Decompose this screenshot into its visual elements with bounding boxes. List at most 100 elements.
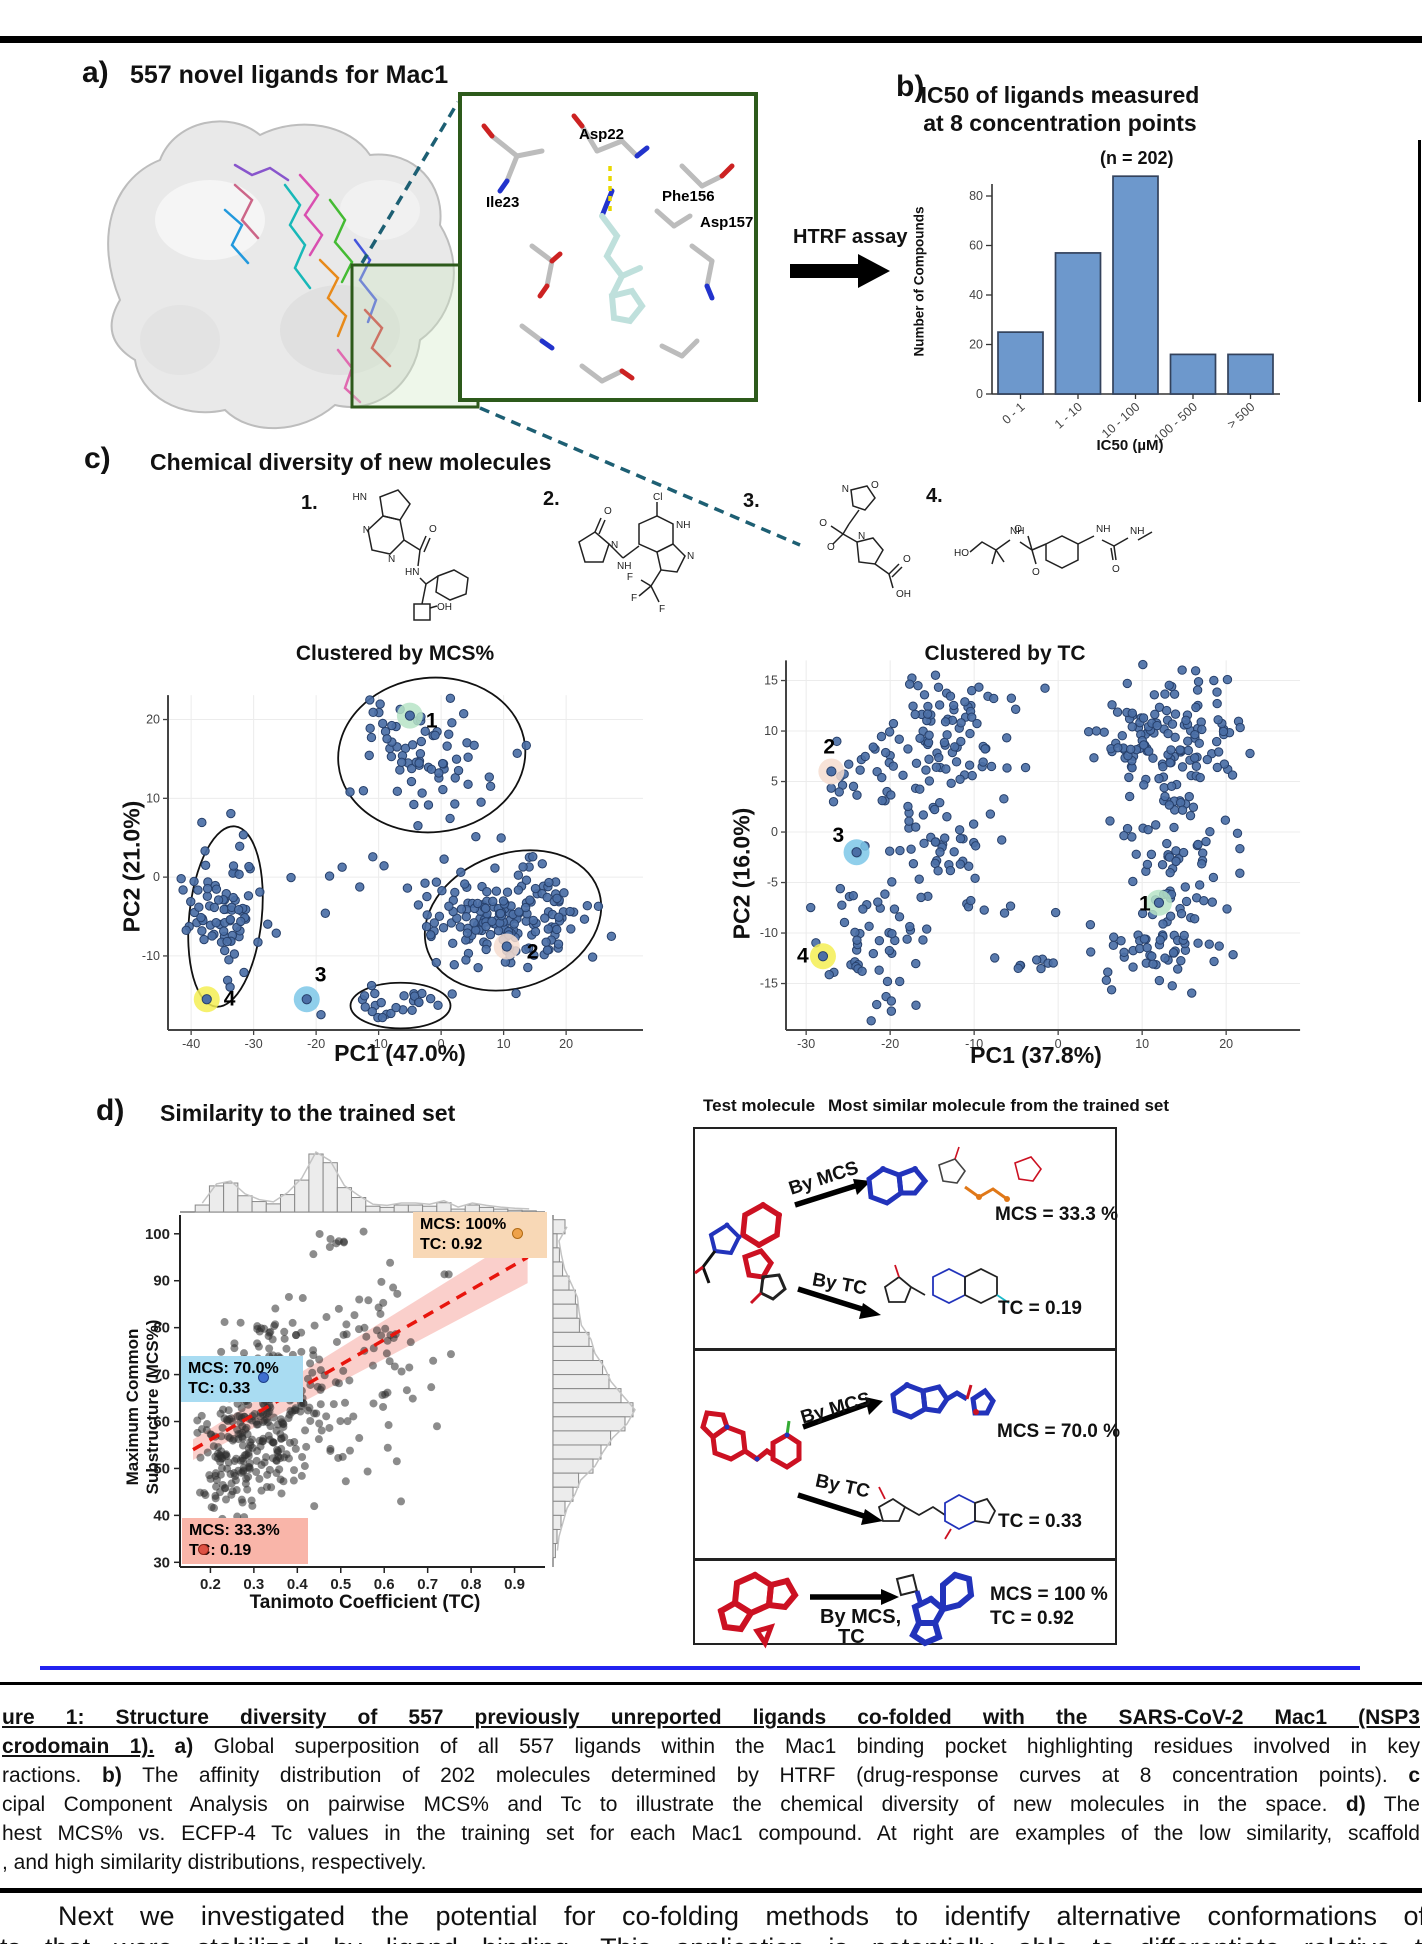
panel-c-title: Chemical diversity of new molecules: [150, 449, 552, 475]
molecule-structure-4: HO NH O O NH O NH: [954, 524, 1153, 578]
atom-label: O: [1032, 567, 1040, 578]
caption-bottom-rule: [0, 1888, 1422, 1893]
highlight-point-blue: [258, 1372, 269, 1383]
svg-text:0.2: 0.2: [200, 1576, 221, 1593]
svg-text:-40: -40: [182, 1037, 200, 1051]
annotation-high-similarity: MCS: 100% TC: 0.92: [413, 1212, 547, 1258]
atom-label: HN: [353, 492, 367, 503]
atom-label: N: [858, 531, 865, 542]
panel-c-label: c): [84, 442, 111, 475]
svg-text:0.6: 0.6: [374, 1576, 395, 1593]
tc-value-row3: TC = 0.92: [990, 1608, 1074, 1629]
atom-label: O: [827, 542, 835, 553]
similar-molecule-2-mcs: [890, 1382, 996, 1420]
svg-text:40: 40: [969, 288, 983, 302]
svg-text:0.3: 0.3: [243, 1576, 264, 1593]
atom-label: O: [1014, 524, 1022, 535]
svg-text:60: 60: [969, 239, 983, 253]
svg-text:-20: -20: [881, 1037, 899, 1051]
svg-text:-10: -10: [142, 949, 160, 963]
pca-mcs-xlabel: PC1 (47.0%): [334, 1040, 466, 1066]
atom-label: O: [1112, 564, 1120, 575]
panel-d-title: Similarity to the trained set: [160, 1100, 456, 1126]
svg-text:0: 0: [976, 387, 983, 401]
atom-label: O: [871, 480, 879, 491]
molecule-number-3: 3.: [743, 490, 760, 512]
molecule-structure-1: HN N N O HN OH: [353, 489, 469, 621]
pca-tc-scatter: -30 -20 -10 0 10 20 -15 -10 -5 0 5 10 15 2 3 4 1: [760, 659, 1301, 1051]
similar-molecule-3: [895, 1571, 975, 1647]
svg-text:-20: -20: [307, 1037, 325, 1051]
pca-mcs-ylabel: PC2 (21.0%): [118, 800, 145, 933]
mcs-value-row1: MCS = 33.3 %: [995, 1204, 1119, 1225]
pca-tc-xlabel: PC1 (37.8%): [970, 1042, 1102, 1068]
svg-text:3: 3: [315, 963, 327, 986]
similarity-xlabel: Tanimoto Coefficient (TC): [249, 1592, 481, 1613]
svg-text:10: 10: [764, 724, 778, 738]
similar-molecule-2-tc: [877, 1486, 997, 1540]
atom-label: HO: [954, 548, 969, 559]
svg-text:20: 20: [1219, 1037, 1233, 1051]
svg-text:30: 30: [153, 1554, 170, 1571]
svg-text:0.9: 0.9: [504, 1576, 525, 1593]
atom-label: N: [388, 554, 395, 565]
tc-value-row1: TC = 0.19: [998, 1298, 1082, 1319]
body-paragraph-line2: ts that were stabilized by ligand bindin…: [0, 1933, 1422, 1944]
svg-text:2: 2: [527, 940, 539, 963]
svg-text:15: 15: [764, 674, 778, 688]
figure-caption: ure 1: Structure diversity of 557 previo…: [2, 1703, 1420, 1877]
svg-text:1 - 10: 1 - 10: [1052, 400, 1085, 432]
svg-text:10 - 100: 10 - 100: [1099, 400, 1142, 441]
svg-text:4: 4: [797, 944, 809, 967]
by-mcs-tc-label-line2: TC: [838, 1626, 865, 1648]
mcs-value-row2: MCS = 70.0 %: [997, 1421, 1121, 1442]
htrf-arrow-icon: [790, 254, 890, 288]
atom-label: F: [631, 593, 637, 604]
black-separator-rule: [0, 1682, 1422, 1685]
atom-label: N: [363, 525, 370, 536]
atom-label: N: [611, 540, 618, 551]
residue-label: Phe156: [662, 188, 715, 205]
svg-text:0.7: 0.7: [417, 1576, 438, 1593]
atom-label: Cl: [653, 492, 662, 503]
binding-pocket-inset: Asp22 Ile23 Phe156 Asp157: [458, 92, 758, 402]
similar-molecule-1-mcs: [866, 1146, 1042, 1206]
similar-molecule-header: Most similar molecule from the trained s…: [828, 1096, 1170, 1115]
panel-d-label: d): [96, 1094, 125, 1127]
highlight-point-red: [198, 1544, 209, 1555]
pca-mcs-title: Clustered by MCS%: [295, 642, 495, 665]
caption-line: ure 1: Structure diversity of 557 previo…: [2, 1706, 1420, 1729]
test-molecule-3: [717, 1571, 799, 1649]
ligand-sticks: [599, 213, 646, 325]
atom-label: O: [429, 524, 437, 535]
panel-a-label: a): [82, 56, 109, 89]
callout-lines: [360, 101, 801, 547]
svg-text:-10: -10: [370, 1037, 388, 1051]
caption-line: hest MCS% vs. ECFP-4 Tc values in the tr…: [2, 1822, 1420, 1845]
atom-label: F: [627, 572, 633, 583]
panel-b-title-line1: IC50 of ligands measured: [920, 82, 1200, 108]
svg-text:50: 50: [153, 1460, 170, 1477]
svg-text:-15: -15: [760, 977, 778, 991]
residue-label: Ile23: [486, 194, 520, 211]
caption-line: crodomain 1). a) Global superposition of…: [2, 1735, 1420, 1758]
caption-line: ractions. b) The affinity distribution o…: [2, 1764, 1420, 1787]
atom-label: F: [659, 604, 665, 615]
svg-text:1: 1: [426, 710, 438, 733]
test-molecule-1: [694, 1201, 787, 1305]
top-divider-rule: [0, 36, 1422, 43]
caption-line: , and high similarity distributions, res…: [2, 1851, 427, 1874]
similar-molecule-1-tc: [883, 1264, 1010, 1305]
caption-line: cipal Component Analysis on pairwise MCS…: [2, 1793, 1420, 1816]
residue-label: Asp22: [579, 126, 625, 143]
panel-b-label: b): [896, 70, 925, 103]
svg-text:40: 40: [153, 1507, 170, 1524]
svg-text:70: 70: [153, 1367, 170, 1384]
htrf-assay-label: HTRF assay: [793, 226, 908, 248]
svg-text:0.4: 0.4: [287, 1576, 309, 1593]
panel-b-title-line2: at 8 concentration points: [923, 110, 1197, 136]
atom-label: HN: [405, 567, 419, 578]
similarity-examples-box: [693, 1127, 1117, 1645]
by-mcs-tc-label-line1: By MCS,: [820, 1606, 902, 1628]
